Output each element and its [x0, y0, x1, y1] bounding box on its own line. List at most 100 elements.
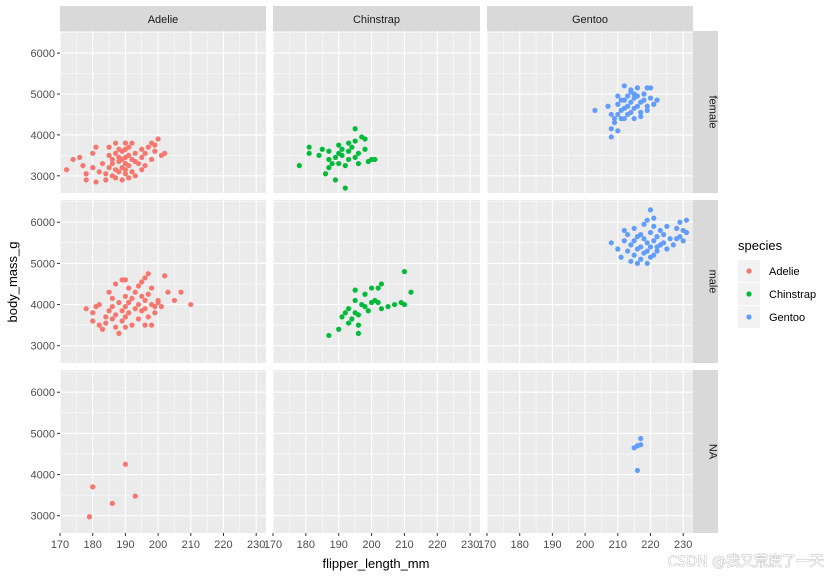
point-chinstrap [345, 320, 352, 326]
point-adelie [145, 314, 151, 320]
y-tick-label: 5000 [31, 89, 55, 101]
point-adelie [109, 160, 115, 167]
point-adelie [126, 175, 132, 181]
point-gentoo [634, 260, 641, 266]
point-chinstrap [385, 304, 391, 310]
point-chinstrap [336, 142, 342, 148]
point-gentoo [651, 252, 657, 258]
strip-label-gentoo: Gentoo [572, 14, 608, 26]
point-chinstrap [362, 291, 368, 297]
point-adelie [139, 154, 145, 161]
point-adelie [116, 169, 122, 175]
point-adelie [83, 306, 89, 312]
point-chinstrap [326, 165, 332, 171]
point-gentoo [618, 254, 624, 260]
point-adelie [129, 295, 135, 301]
axes-layer: 3000 4000 5000 6000 3000 4000 5000 6000 3000 4000… [31, 48, 693, 551]
legend-item-adelie: Adelie [738, 260, 800, 282]
point-chinstrap [362, 146, 368, 152]
point-adelie [119, 318, 125, 324]
point-chinstrap [345, 148, 352, 154]
point-chinstrap [352, 297, 358, 304]
y-tick-label: 4000 [31, 470, 55, 482]
panel-adelie-na [59, 370, 266, 533]
x-tick-label: 190 [330, 539, 348, 551]
point-gentoo [638, 256, 644, 262]
point-gentoo [621, 227, 627, 234]
point-chinstrap [342, 162, 348, 169]
strip-male [693, 200, 718, 363]
point-gentoo [641, 97, 647, 103]
point-chinstrap [326, 332, 332, 339]
point-gentoo [628, 99, 634, 105]
panel-background [273, 370, 480, 533]
point-adelie [148, 156, 155, 163]
point-gentoo [638, 442, 644, 448]
point-adelie [70, 156, 76, 163]
point-gentoo [680, 238, 686, 244]
x-tick-label: 200 [362, 539, 380, 551]
point-adelie [126, 299, 132, 306]
x-tick-label: 170 [264, 539, 282, 551]
x-tick-label: 230 [247, 539, 265, 551]
point-gentoo [667, 236, 673, 242]
point-adelie [106, 289, 112, 295]
strip-gentoo [487, 6, 693, 31]
point-adelie [96, 301, 102, 308]
point-gentoo [615, 93, 621, 99]
point-chinstrap [355, 160, 362, 167]
point-chinstrap [365, 308, 371, 314]
point-adelie [122, 140, 128, 146]
point-adelie [122, 324, 128, 330]
point-adelie [152, 142, 158, 148]
panel-background [60, 370, 266, 533]
point-adelie [126, 144, 132, 150]
x-tick-label: 170 [478, 539, 496, 551]
point-gentoo [608, 134, 614, 140]
point-adelie [148, 285, 155, 291]
point-gentoo [621, 115, 627, 122]
strip-female [693, 31, 718, 193]
panel-background [487, 370, 693, 533]
point-gentoo [651, 215, 657, 221]
point-gentoo [664, 223, 670, 229]
point-adelie [96, 322, 102, 328]
point-adelie [112, 312, 119, 318]
point-adelie [152, 310, 158, 316]
point-adelie [152, 148, 158, 154]
x-tick-label: 200 [576, 539, 594, 551]
point-gentoo [638, 113, 644, 120]
point-gentoo [677, 234, 683, 240]
panel-chinstrap-male [272, 200, 480, 363]
x-tick-label: 210 [609, 539, 627, 551]
watermark: CSDN @我又荒废了一天 [668, 554, 824, 570]
panels-layer [59, 31, 693, 533]
point-gentoo [634, 85, 641, 91]
point-chinstrap [352, 154, 358, 161]
point-adelie [155, 297, 161, 304]
point-adelie [112, 324, 119, 330]
y-tick-label: 6000 [31, 217, 55, 229]
strip-label-male: male [707, 270, 719, 294]
point-adelie [162, 150, 168, 156]
x-tick-label: 170 [51, 539, 69, 551]
legend-key-adelie [746, 268, 752, 274]
x-tick-label: 230 [461, 539, 479, 551]
point-gentoo [644, 107, 650, 113]
strip-chinstrap [273, 6, 480, 31]
point-chinstrap [355, 322, 362, 328]
point-gentoo [683, 229, 690, 236]
point-adelie [112, 175, 119, 181]
point-adelie [126, 152, 132, 158]
point-adelie [132, 173, 138, 179]
point-chinstrap [316, 152, 322, 158]
point-gentoo [647, 85, 654, 91]
panel-chinstrap-na [272, 370, 480, 533]
strip-na [693, 370, 718, 533]
point-adelie [90, 484, 96, 490]
point-adelie [142, 322, 148, 328]
point-chinstrap [368, 285, 375, 291]
point-chinstrap [352, 126, 358, 132]
point-gentoo [625, 93, 631, 99]
point-chinstrap [355, 312, 362, 318]
